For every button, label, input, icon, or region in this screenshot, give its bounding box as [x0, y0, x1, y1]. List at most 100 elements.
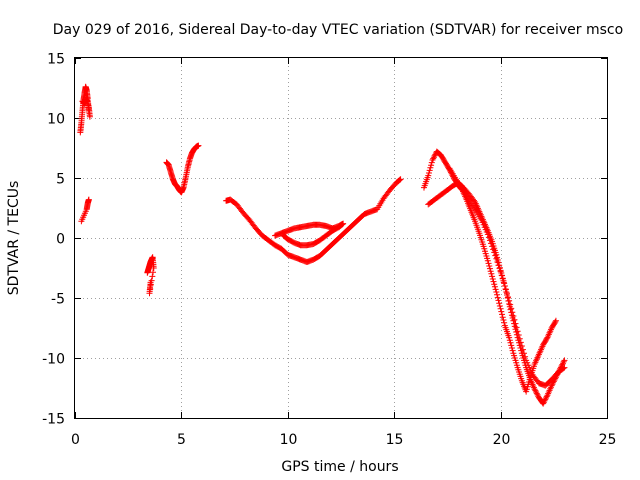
point-marker: [492, 286, 499, 293]
point-marker: [522, 353, 529, 360]
point-marker: [85, 196, 92, 203]
point-marker: [491, 281, 498, 288]
point-marker: [534, 391, 541, 398]
point-marker: [501, 319, 508, 326]
point-marker: [517, 339, 524, 346]
point-marker: [500, 317, 507, 323]
point-marker: [489, 276, 496, 282]
y-axis-label: SDTVAR / TECUs: [6, 181, 22, 296]
point-marker: [281, 233, 288, 240]
point-marker: [560, 360, 567, 367]
point-marker: [86, 113, 93, 120]
point-marker: [497, 268, 504, 275]
point-marker: [542, 395, 549, 401]
y-tick-label: 5: [56, 172, 65, 188]
y-tick-label: -15: [42, 412, 65, 428]
point-marker: [506, 334, 513, 341]
point-marker: [487, 268, 494, 275]
data-points: [77, 83, 568, 407]
point-marker: [507, 301, 514, 308]
point-marker: [502, 286, 509, 293]
series-trace-g: [420, 148, 559, 395]
point-marker: [513, 324, 520, 331]
point-marker: [540, 400, 547, 407]
point-marker: [396, 176, 403, 183]
point-marker: [486, 263, 493, 269]
point-marker: [515, 332, 522, 338]
point-marker: [561, 357, 568, 364]
point-marker: [427, 164, 434, 171]
point-marker: [508, 345, 515, 351]
point-marker: [548, 382, 555, 389]
point-marker: [552, 317, 559, 324]
point-marker: [500, 279, 507, 286]
point-marker: [484, 257, 491, 264]
point-marker: [495, 262, 502, 269]
point-marker: [496, 265, 503, 272]
point-marker: [428, 162, 435, 169]
point-marker: [485, 260, 492, 267]
x-tick-label: 10: [280, 432, 298, 448]
plot-frame: [74, 57, 608, 419]
point-marker: [150, 269, 157, 276]
point-marker: [549, 381, 556, 388]
x-tick-label: 5: [177, 432, 186, 448]
point-marker: [496, 300, 503, 307]
point-marker: [543, 393, 550, 400]
point-marker: [543, 335, 550, 342]
point-marker: [508, 342, 515, 349]
point-marker: [430, 154, 437, 161]
point-marker: [490, 246, 497, 253]
point-marker: [510, 313, 517, 319]
point-marker: [540, 399, 547, 406]
point-marker: [521, 350, 528, 357]
series-trace-a2: [79, 95, 93, 120]
point-marker: [195, 142, 202, 149]
point-marker: [516, 335, 523, 342]
point-marker: [533, 389, 540, 395]
point-marker: [431, 152, 438, 159]
point-marker: [542, 396, 549, 403]
point-marker: [489, 273, 496, 280]
point-marker: [425, 170, 432, 176]
point-marker: [486, 237, 493, 244]
point-marker: [149, 273, 156, 280]
y-tick-label: -10: [42, 352, 65, 368]
point-marker: [560, 365, 567, 372]
point-marker: [518, 343, 525, 349]
point-marker: [489, 243, 496, 250]
point-marker: [505, 294, 512, 300]
point-marker: [499, 311, 506, 318]
series-trace-e: [223, 176, 404, 265]
series-trace-i: [446, 165, 568, 389]
point-marker: [501, 283, 508, 289]
point-marker: [492, 252, 499, 259]
y-tick-labels: -15 -10 -5 0 5 10 15: [42, 52, 65, 428]
point-marker: [533, 390, 540, 397]
x-tick-labels: 0 5 10 15 20 25: [71, 432, 616, 448]
point-marker: [532, 387, 539, 394]
point-marker: [514, 328, 521, 335]
point-marker: [425, 172, 432, 179]
point-marker: [281, 233, 288, 240]
point-marker: [488, 270, 495, 277]
point-marker: [486, 265, 493, 272]
point-marker: [507, 339, 514, 346]
point-marker: [426, 167, 433, 174]
point-marker: [488, 240, 495, 247]
point-marker: [280, 232, 287, 239]
y-tick-label: -5: [51, 292, 65, 308]
point-marker: [490, 278, 497, 285]
series-trace-b: [78, 196, 92, 225]
point-marker: [429, 157, 436, 163]
point-marker: [396, 177, 403, 184]
point-marker: [397, 176, 404, 183]
x-tick-label: 15: [386, 432, 404, 448]
point-marker: [552, 319, 559, 325]
y-tick-label: 15: [47, 52, 65, 68]
point-marker: [499, 314, 506, 321]
point-marker: [531, 386, 538, 393]
x-tick-label: 0: [71, 432, 80, 448]
point-marker: [494, 294, 501, 301]
